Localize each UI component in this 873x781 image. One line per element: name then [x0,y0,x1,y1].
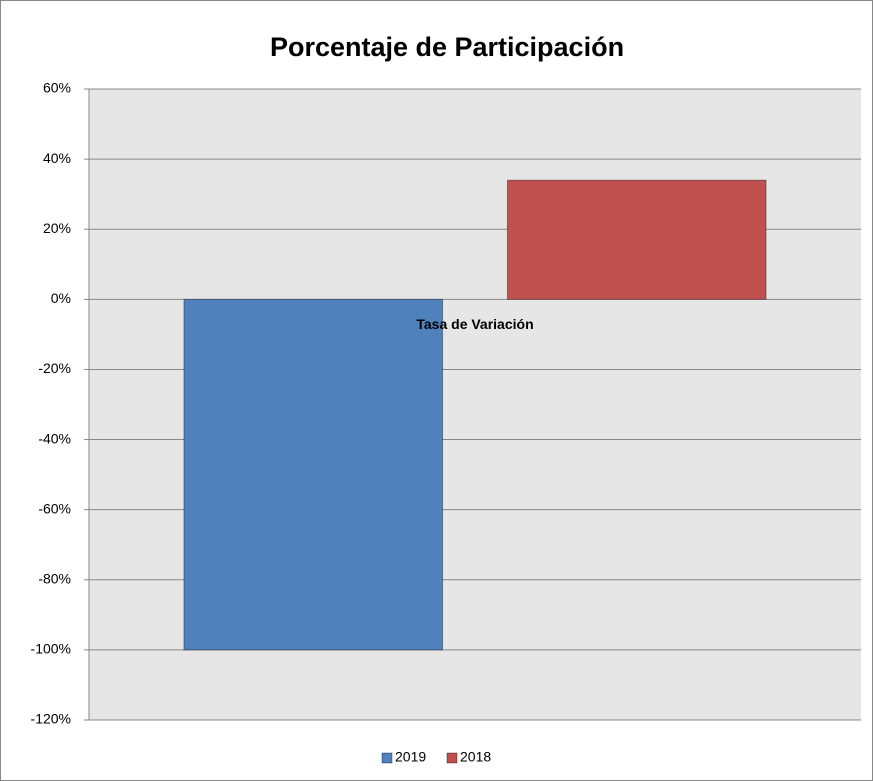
y-tick-label: -60% [38,500,71,516]
legend-label: 2019 [395,749,426,765]
bar [506,179,767,300]
y-tick-label: -80% [38,570,71,586]
chart-title: Porcentaje de Participación [270,32,624,62]
y-tick-label: -20% [38,360,71,376]
bar [183,298,444,651]
y-tick-label: 60% [43,80,71,96]
x-tick-label: Tasa de Variación [416,316,533,332]
y-tick-label: 0% [51,290,71,306]
legend-swatch [446,752,458,764]
y-tick-label: 20% [43,220,71,236]
legend-swatch [381,752,393,764]
y-tick-label: -120% [31,711,71,727]
y-tick-label: 40% [43,150,71,166]
legend-label: 2018 [460,749,491,765]
y-tick-label: -40% [38,430,71,446]
y-tick-label: -100% [31,641,71,657]
